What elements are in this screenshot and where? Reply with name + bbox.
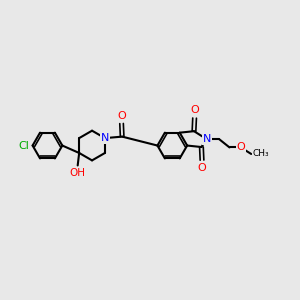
Text: Cl: Cl [18,140,29,151]
Text: N: N [101,133,109,143]
Text: CH₃: CH₃ [253,149,269,158]
Text: O: O [198,163,206,173]
Text: O: O [236,142,245,152]
Text: N: N [202,134,211,144]
Text: O: O [117,111,126,121]
Text: O: O [190,105,199,115]
Text: OH: OH [70,168,86,178]
